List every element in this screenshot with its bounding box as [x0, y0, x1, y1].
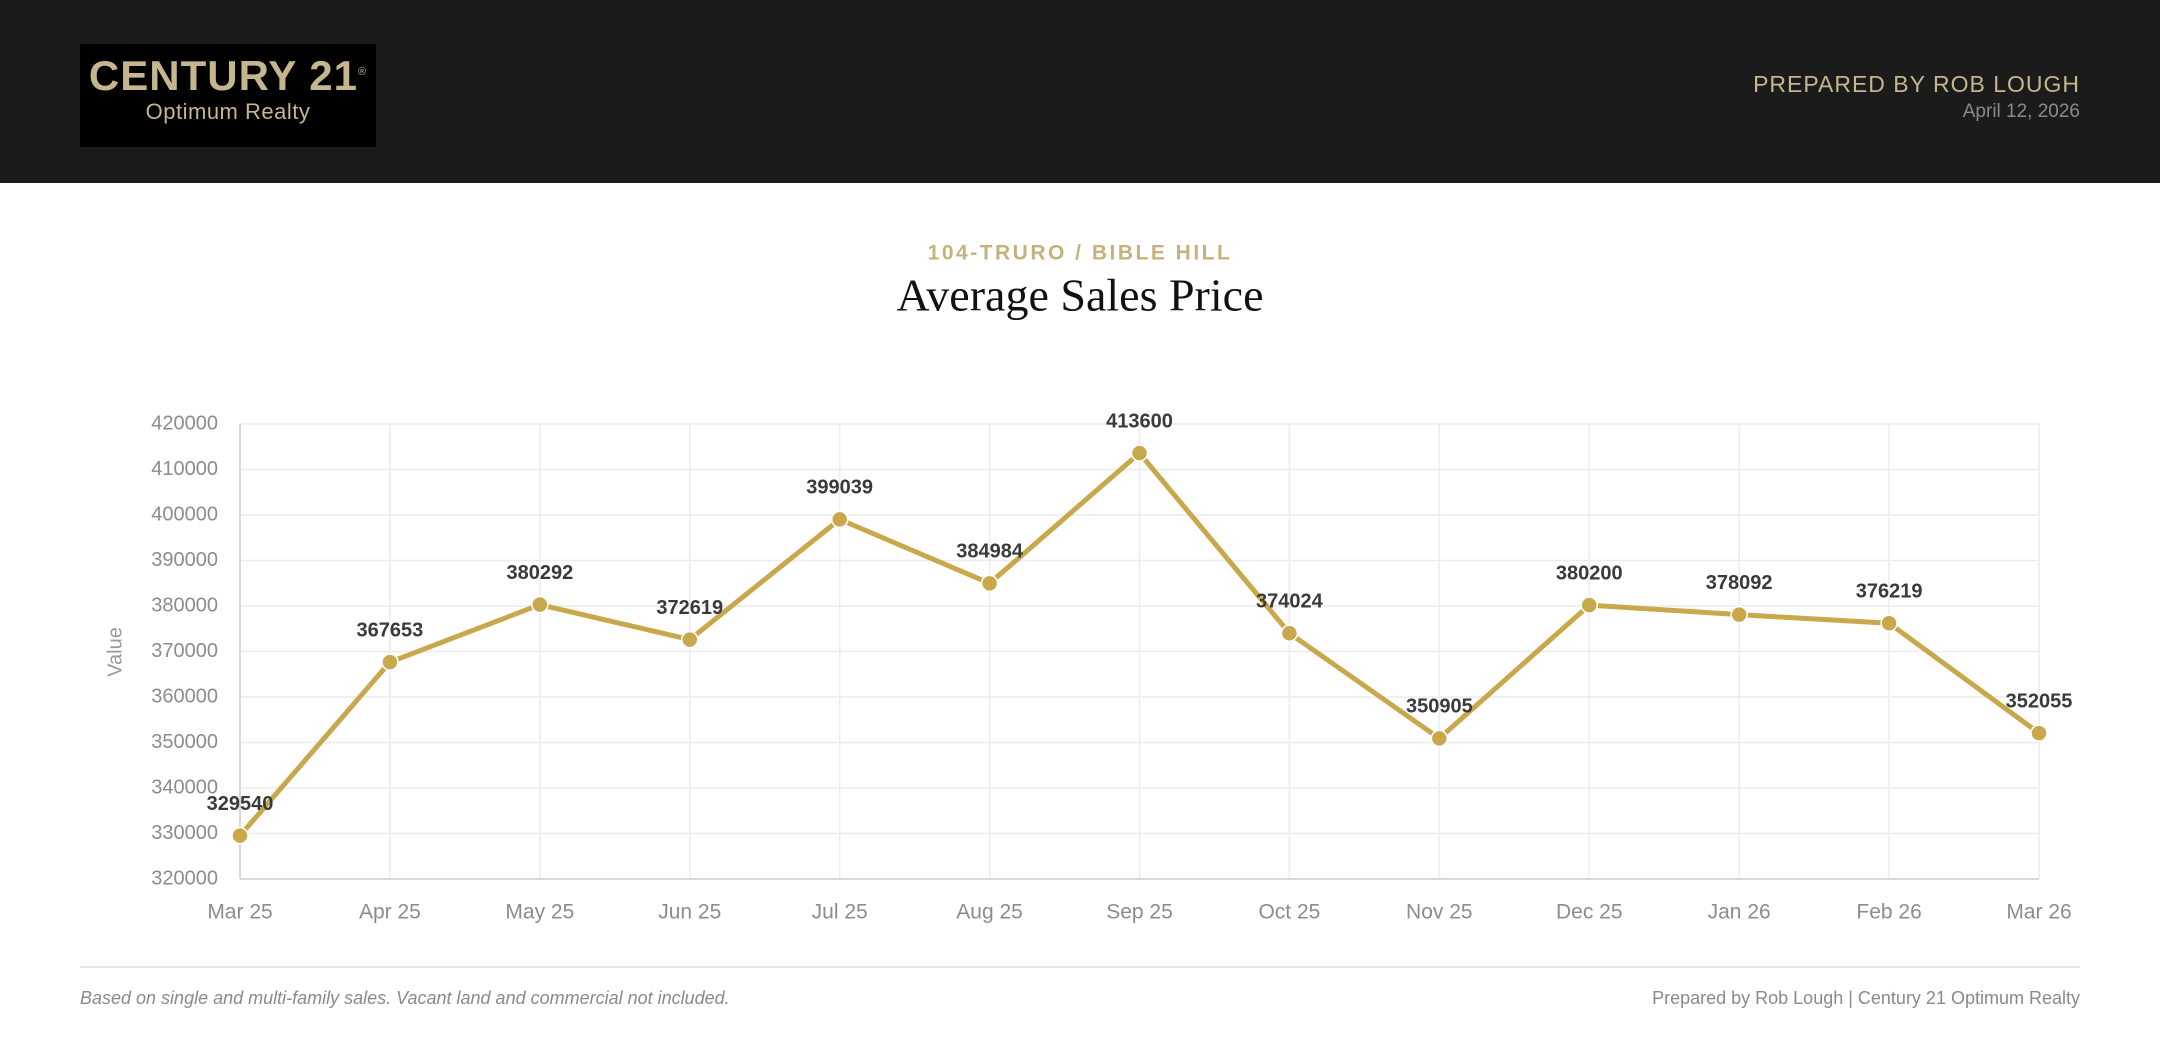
y-tick-label: 380000: [151, 594, 218, 616]
data-point: [1580, 596, 1598, 614]
data-point: [1730, 605, 1748, 624]
data-point: [1130, 444, 1149, 462]
x-tick-label: May 25: [505, 901, 574, 924]
chart-subtitle: 104-TRURO / BIBLE HILL: [928, 242, 1233, 265]
y-tick-label: 320000: [151, 867, 218, 889]
header: CENTURY 21® Optimum Realty PREPARED BY R…: [0, 0, 2160, 183]
data-label: 372619: [656, 597, 723, 619]
x-tick-label: Nov 25: [1406, 901, 1473, 924]
data-label: 380200: [1556, 562, 1623, 584]
data-label: 329540: [207, 793, 274, 815]
data-label: 380292: [506, 562, 573, 584]
footer-note: Based on single and multi-family sales. …: [80, 988, 730, 1008]
data-point: [980, 574, 999, 593]
y-tick-label: 340000: [151, 776, 218, 798]
y-tick-label: 410000: [151, 458, 218, 480]
x-tick-label: Apr 25: [359, 901, 421, 924]
data-label: 378092: [1706, 572, 1773, 594]
footer-credit: Prepared by Rob Lough | Century 21 Optim…: [1652, 988, 2080, 1008]
y-tick-label: 360000: [151, 685, 218, 707]
data-point: [531, 595, 549, 614]
logo-tagline: Optimum Realty: [145, 99, 311, 124]
registered-mark: ®: [357, 66, 368, 78]
y-axis-label: Value: [104, 627, 126, 677]
data-label: 413600: [1106, 410, 1173, 432]
data-point: [231, 826, 249, 845]
x-tick-label: Feb 26: [1856, 901, 1921, 924]
x-tick-label: Mar 26: [2006, 901, 2071, 924]
data-label: 374024: [1256, 590, 1324, 612]
data-point: [1430, 729, 1449, 748]
x-tick-label: Jul 25: [812, 901, 868, 924]
data-point: [1280, 624, 1299, 642]
logo: CENTURY 21® Optimum Realty: [80, 44, 376, 147]
data-label: 399039: [806, 477, 873, 499]
x-tick-label: Jan 26: [1708, 901, 1771, 924]
data-label: 350905: [1406, 696, 1473, 718]
x-tick-label: Dec 25: [1556, 901, 1623, 924]
x-tick-label: Sep 25: [1106, 901, 1173, 924]
x-tick-label: Mar 25: [207, 901, 272, 924]
data-label: 376219: [1856, 580, 1923, 602]
data-point: [2030, 724, 2048, 742]
x-tick-label: Oct 25: [1258, 901, 1320, 924]
data-label: 352055: [2006, 690, 2073, 712]
chart-title: Average Sales Price: [897, 270, 1264, 321]
data-label: 384984: [956, 541, 1024, 563]
data-point: [1880, 614, 1898, 632]
prepared-by: PREPARED BY ROB LOUGH: [1753, 71, 2080, 97]
y-tick-label: 330000: [151, 822, 218, 844]
data-label: 367653: [357, 619, 424, 641]
y-tick-label: 420000: [151, 412, 218, 434]
logo-brand: CENTURY 21®: [80, 52, 376, 100]
data-point: [830, 510, 849, 529]
x-tick-label: Aug 25: [956, 901, 1023, 924]
y-tick-label: 400000: [151, 503, 218, 525]
data-point: [681, 630, 699, 649]
footer-divider: [80, 966, 2080, 968]
y-tick-label: 390000: [151, 549, 218, 571]
brand-text: CENTURY 21: [88, 52, 358, 99]
x-tick-label: Jun 25: [658, 901, 721, 924]
report-date: April 12, 2026: [1962, 101, 2080, 122]
y-tick-label: 370000: [151, 640, 218, 662]
data-point: [381, 653, 399, 671]
y-tick-label: 350000: [151, 731, 218, 753]
